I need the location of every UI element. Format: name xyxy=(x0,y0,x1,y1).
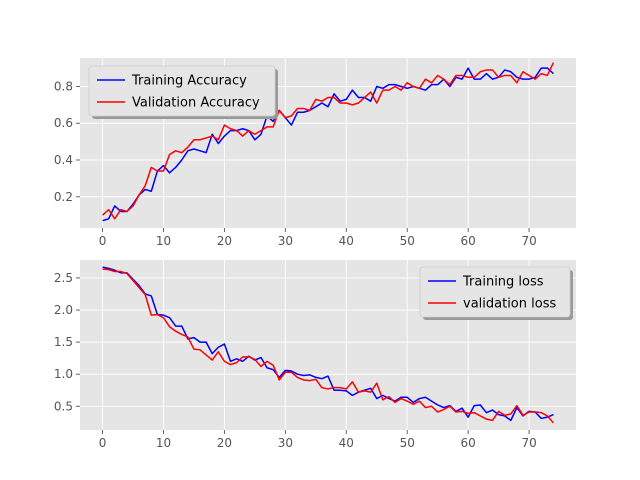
accuracy-x-tick-label: 0 xyxy=(99,234,107,248)
loss-x-tick-label: 50 xyxy=(400,436,415,450)
validation-loss-line xyxy=(102,268,555,424)
accuracy-x-tick-label: 60 xyxy=(461,234,476,248)
loss-y-tick-label: 1.0 xyxy=(54,367,73,381)
validation-accuracy-line xyxy=(102,62,555,220)
loss-legend-label: validation loss xyxy=(463,297,556,312)
accuracy-x-tick-label: 30 xyxy=(278,234,293,248)
accuracy-x-tick-label: 20 xyxy=(217,234,232,248)
loss-x-tick-label: 70 xyxy=(521,436,536,450)
accuracy-x-tick-label: 10 xyxy=(156,234,171,248)
loss-x-tick-label: 0 xyxy=(99,436,107,450)
accuracy-legend-label: Validation Accuracy xyxy=(132,96,260,111)
accuracy-x-tick-label: 50 xyxy=(400,234,415,248)
accuracy-x-tick-label: 40 xyxy=(339,234,354,248)
accuracy-legend-label: Training Accuracy xyxy=(131,74,247,89)
loss-legend-label: Training loss xyxy=(462,275,544,290)
training-accuracy-line xyxy=(102,67,554,222)
loss-x-tick-label: 60 xyxy=(461,436,476,450)
loss-legend xyxy=(419,266,571,318)
loss-x-tick-label: 20 xyxy=(217,436,232,450)
training-loss-line xyxy=(102,266,554,422)
accuracy-y-tick-label: 0.2 xyxy=(54,190,73,204)
loss-y-tick-label: 0.5 xyxy=(54,399,73,413)
loss-y-tick-label: 2.5 xyxy=(54,271,73,285)
accuracy-legend xyxy=(88,65,276,117)
loss-subplot: 0 10 20 30 40 50 60 70 0.5 1.0 1.5 2.0 2.5 Training l… xyxy=(54,260,576,450)
loss-y-tick-label: 2.0 xyxy=(54,303,73,317)
accuracy-y-tick-label: 0.6 xyxy=(54,116,73,130)
accuracy-subplot: 0 10 20 30 40 50 60 70 0.2 0.4 0.6 0.8 Training Accu… xyxy=(54,58,576,248)
accuracy-y-tick-label: 0.4 xyxy=(54,153,73,167)
loss-y-tick-label: 1.5 xyxy=(54,335,73,349)
accuracy-x-tick-label: 70 xyxy=(521,234,536,248)
loss-x-tick-label: 10 xyxy=(156,436,171,450)
loss-x-tick-label: 30 xyxy=(278,436,293,450)
accuracy-y-tick-label: 0.8 xyxy=(54,79,73,93)
loss-x-tick-label: 40 xyxy=(339,436,354,450)
